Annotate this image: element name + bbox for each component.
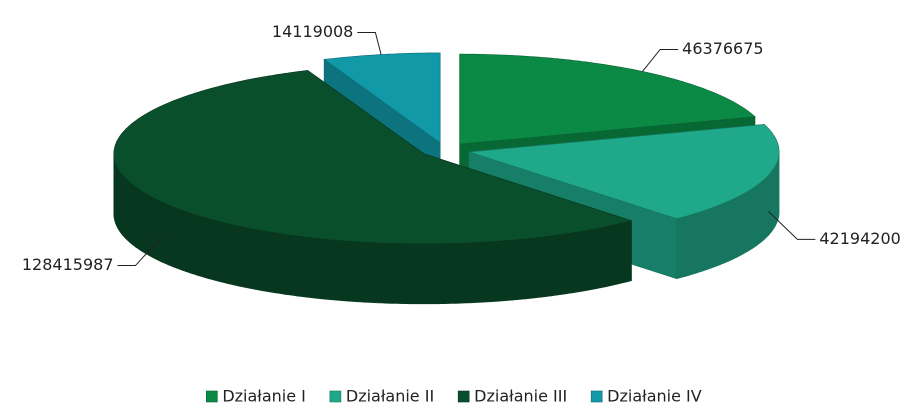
- slice-top: [459, 53, 756, 145]
- data-label: 14119008: [272, 22, 353, 41]
- slice-top: [469, 124, 780, 220]
- legend-label: Działanie III: [474, 387, 567, 406]
- leader-line: [357, 32, 382, 55]
- leader-line: [768, 210, 816, 240]
- data-label: 128415987: [22, 255, 114, 274]
- legend-swatch: [206, 390, 218, 403]
- legend-label: Działanie IV: [607, 387, 702, 406]
- leader-line: [117, 237, 162, 267]
- legend-label: Działanie I: [222, 387, 306, 406]
- data-label: 46376675: [682, 39, 763, 58]
- legend-label: Działanie II: [346, 387, 434, 406]
- data-labels: 46376675 42194200 128415987 14119008: [22, 22, 901, 274]
- slice-top: [113, 70, 633, 245]
- legend-swatch: [329, 390, 342, 403]
- data-label: 42194200: [819, 229, 900, 248]
- leader-line: [642, 48, 679, 72]
- legend: Działanie I Działanie II Działanie III Dzia…: [206, 387, 702, 406]
- legend-swatch: [457, 390, 470, 403]
- pie: [113, 52, 780, 305]
- legend-swatch: [590, 390, 603, 403]
